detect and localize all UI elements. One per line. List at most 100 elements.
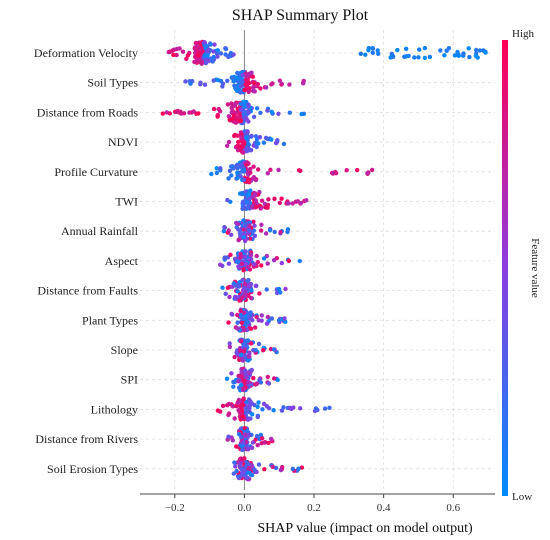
shap-point [233,294,238,299]
shap-point [246,89,251,95]
shap-point [246,102,251,107]
shap-point [427,54,433,60]
shap-point [226,228,231,233]
shap-point [268,167,273,172]
shap-point [193,40,199,46]
shap-point [238,308,243,314]
shap-point [241,218,246,223]
shap-point [363,52,368,57]
shap-point [438,48,443,53]
shap-point [241,177,247,182]
shap-point [240,150,246,155]
colorbar-high-label: High [512,28,535,40]
shap-point [417,47,422,52]
shap-point [313,406,319,411]
shap-point [237,398,243,404]
shap-point [286,258,291,263]
shap-point [265,171,270,176]
shap-point [234,259,240,264]
shap-point [404,54,409,59]
shap-point [250,205,255,210]
shap-point [237,112,242,117]
shap-point [237,432,242,437]
shap-point [266,197,271,202]
shap-point [259,441,264,446]
shap-point [278,290,283,295]
shap-point [260,436,265,441]
shap-point [218,78,224,84]
shap-point [370,46,376,51]
colorbar-title: Feature value [529,238,541,298]
shap-point [355,167,360,173]
shap-point [174,52,179,58]
shap-point [167,111,172,116]
shap-point [235,175,240,181]
shap-point [279,82,284,87]
shap-point [242,378,247,383]
grid [140,30,495,490]
shap-point [251,375,256,381]
shap-point [276,318,282,323]
shap-point [226,114,232,119]
shap-point [266,406,272,411]
shap-point [231,471,236,476]
x-axis: −0.2 0.0 0.2 0.4 0.6 [140,493,495,514]
shap-point [249,462,254,468]
shap-point [235,320,240,325]
shap-point [238,101,244,107]
shap-point [229,232,234,237]
shap-point [287,110,292,115]
feature-label: Slope [111,343,138,357]
shap-point [366,48,371,53]
shap-point [225,78,230,84]
shap-point [474,47,479,53]
shap-point [221,229,226,234]
shap-point [466,46,471,51]
shap-point [239,261,244,266]
shap-point [242,292,247,297]
shap-point [273,465,279,471]
shap-point [237,80,242,85]
shap-point [467,54,472,60]
shap-point [281,405,286,410]
shap-point [167,49,172,55]
shap-point [452,53,458,58]
shap-point [290,201,295,206]
shap-point [247,402,253,408]
shap-point [238,456,244,461]
x-axis-title: SHAP value (impact on model output) [257,521,473,536]
colorbar-gradient [502,40,508,496]
shap-point [231,281,236,286]
colorbar: High Low Feature value [502,28,541,503]
shap-point [254,141,260,146]
shap-point [244,316,249,321]
shap-point [271,258,277,263]
shap-point [247,196,252,202]
shap-point [247,177,252,182]
shap-point [228,252,233,257]
shap-point [229,101,234,106]
shap-point [422,45,428,51]
shap-point [227,168,233,173]
shap-point [248,326,254,331]
shap-point [258,86,263,91]
shap-point [214,170,219,176]
shap-point [223,52,228,57]
shap-point [217,109,223,114]
shap-point [246,465,252,471]
shap-point [390,54,396,59]
shap-point [245,320,251,325]
shap-point [296,168,302,173]
shap-point [395,47,400,53]
shap-point [183,79,188,84]
shap-point [239,132,244,137]
shap-point [276,111,281,117]
shap-point [297,258,302,264]
shap-point [184,56,189,61]
shap-point [287,82,292,87]
shap-point [290,466,295,471]
shap-point [254,434,260,439]
shap-point [264,287,269,292]
shap-point [245,72,251,77]
shap-point [275,138,280,143]
